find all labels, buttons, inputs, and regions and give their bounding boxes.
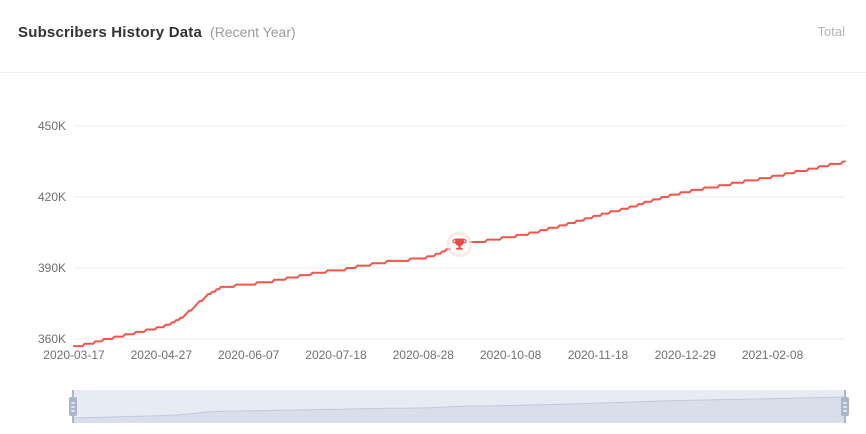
subscribers-line-chart[interactable]: 360K 390K 420K 450K 2020-03-17 2020-04-27 2020…	[0, 0, 866, 380]
svg-text:2020-06-07: 2020-06-07	[218, 348, 280, 362]
trophy-icon	[452, 238, 467, 250]
svg-text:2020-03-17: 2020-03-17	[43, 348, 105, 362]
panel-header: Subscribers History Data (Recent Year) T…	[0, 0, 866, 73]
legend-item-total[interactable]: Total	[817, 24, 845, 39]
svg-text:420K: 420K	[38, 190, 66, 204]
svg-text:360K: 360K	[38, 332, 66, 346]
title-period-label: (Recent Year)	[210, 24, 296, 40]
svg-text:2020-08-28: 2020-08-28	[393, 348, 455, 362]
datazoom-right-handle[interactable]	[841, 390, 849, 423]
svg-text:2020-07-18: 2020-07-18	[305, 348, 367, 362]
svg-text:2020-04-27: 2020-04-27	[131, 348, 193, 362]
svg-text:2021-02-08: 2021-02-08	[742, 348, 804, 362]
datazoom-slider[interactable]	[69, 390, 849, 423]
svg-text:2020-11-18: 2020-11-18	[568, 348, 629, 362]
svg-text:390K: 390K	[38, 261, 66, 275]
datazoom-left-handle[interactable]	[69, 390, 77, 423]
svg-text:2020-12-29: 2020-12-29	[655, 348, 717, 362]
datazoom-preview	[73, 396, 845, 423]
svg-text:450K: 450K	[38, 119, 66, 133]
page-title: Subscribers History Data	[18, 24, 203, 41]
svg-text:2020-10-08: 2020-10-08	[480, 348, 542, 362]
